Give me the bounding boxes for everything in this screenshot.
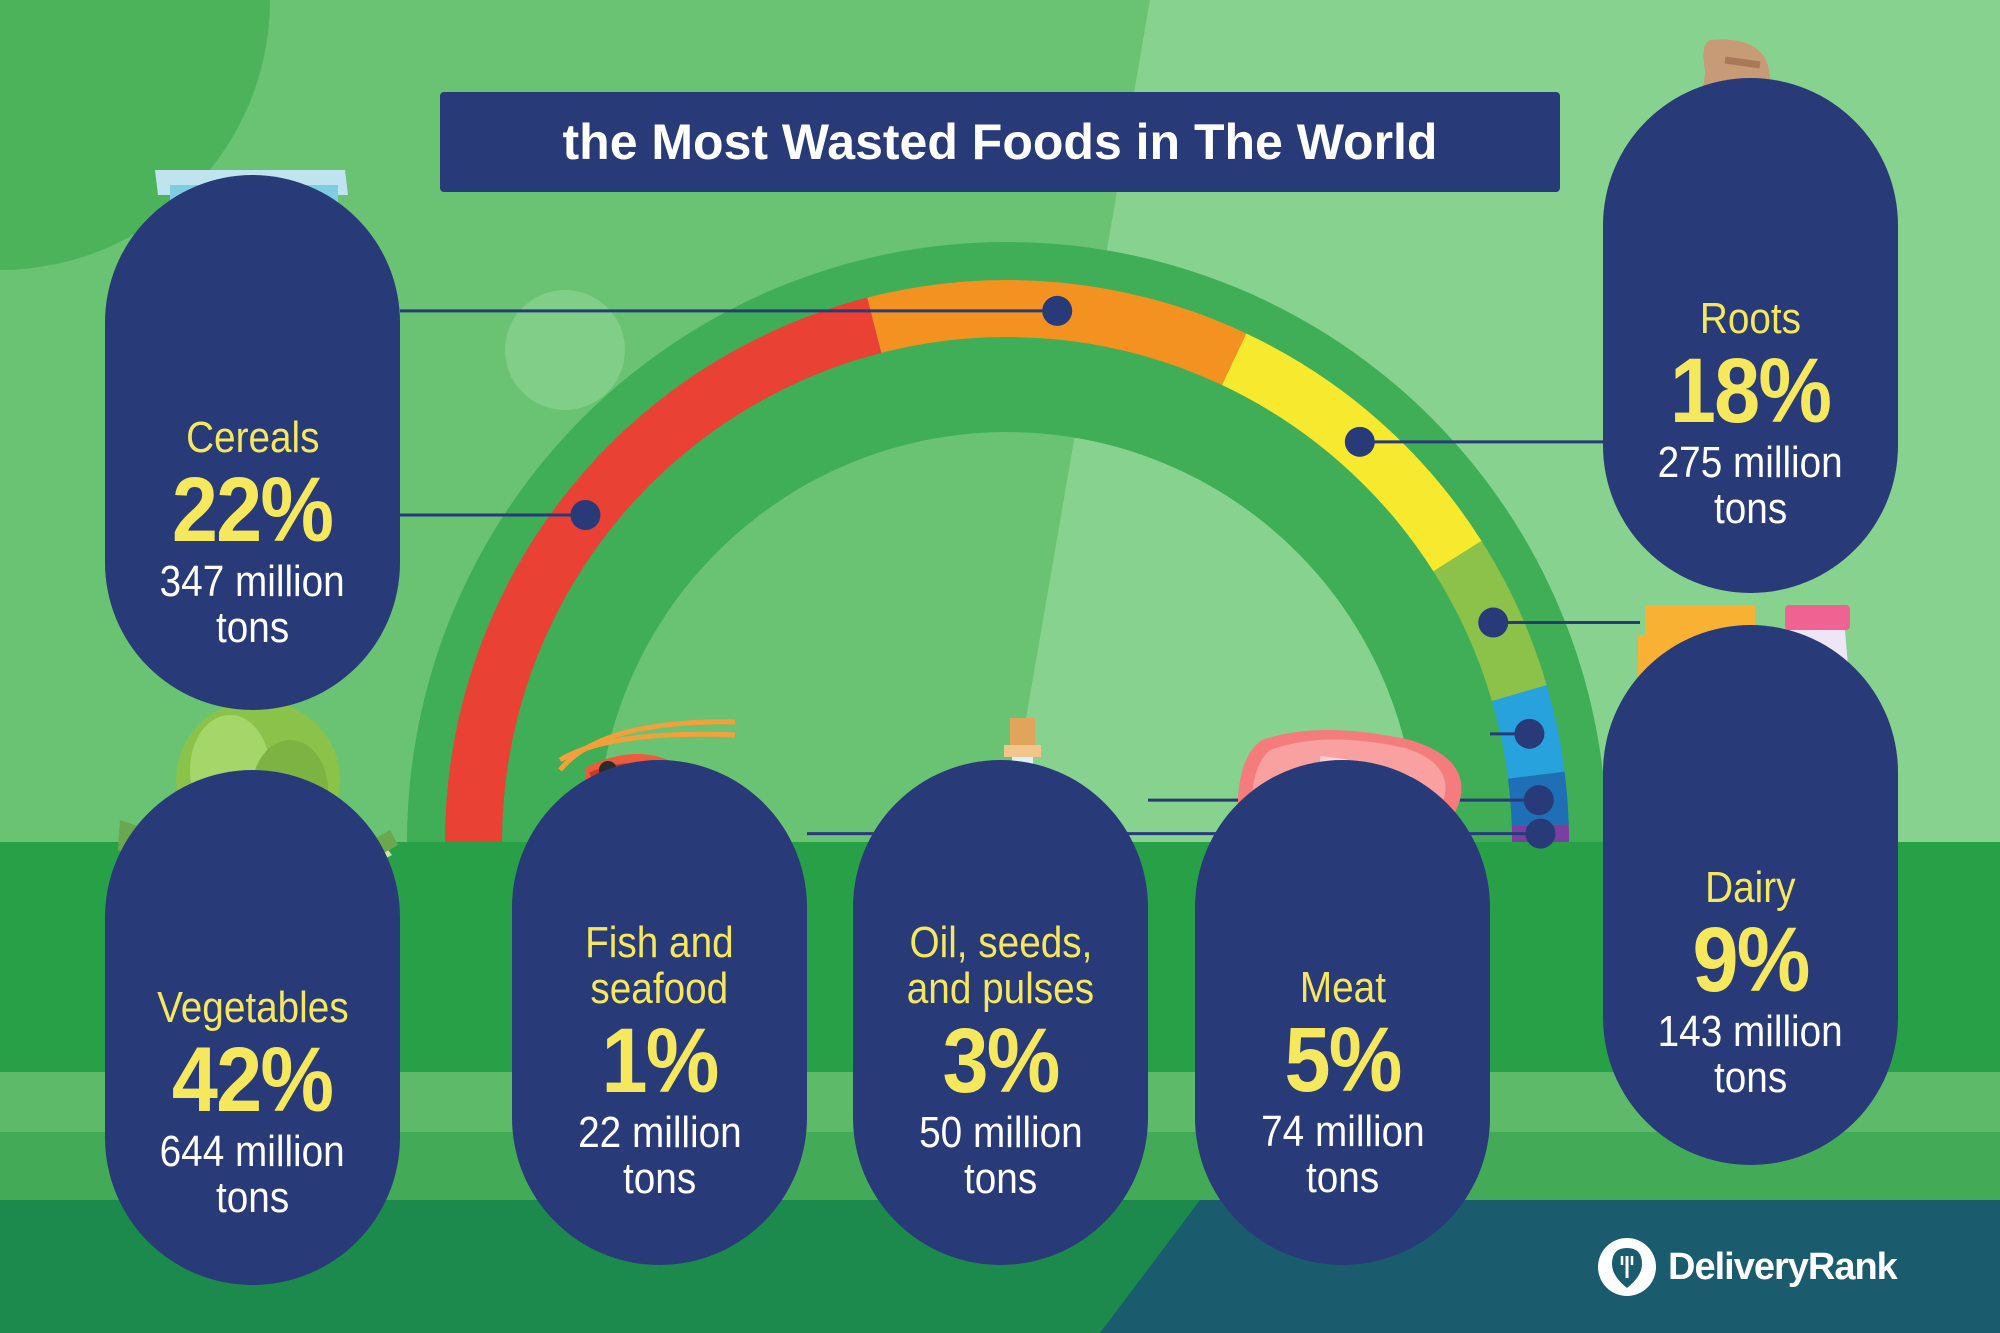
card-dairy: Dairy 9% 143 million tons	[1603, 625, 1898, 1165]
card-name: Meat	[1299, 963, 1386, 1012]
card-name: Vegetables	[156, 983, 349, 1032]
page-title: the Most Wasted Foods in The World	[562, 114, 1438, 170]
card-name: Cereals	[185, 413, 320, 462]
card-name-2: and pulses	[906, 964, 1095, 1013]
card-percent: 1%	[601, 1010, 719, 1112]
card-amount-unit: tons	[215, 603, 290, 652]
leader-dot	[570, 500, 601, 531]
card-vegetables: Vegetables 42% 644 million tons	[105, 770, 400, 1285]
card-percent: 9%	[1692, 909, 1810, 1011]
leader-dot	[1514, 718, 1545, 749]
card-percent: 22%	[172, 459, 334, 561]
title-bar: the Most Wasted Foods in The World	[440, 92, 1560, 192]
card-percent: 18%	[1670, 340, 1832, 442]
gauge-segment-vegetables	[445, 297, 882, 842]
card-percent: 42%	[172, 1029, 334, 1131]
card-percent: 5%	[1284, 1009, 1402, 1111]
leader-dot	[1525, 818, 1556, 849]
card-name-2: seafood	[590, 964, 729, 1013]
card-fish-and-seafood: Fish and seafood 1% 22 million tons	[512, 760, 807, 1265]
card-amount-unit: tons	[1305, 1153, 1380, 1202]
card-percent: 3%	[942, 1010, 1060, 1112]
card-name: Dairy	[1705, 863, 1796, 912]
brand-name: DeliveryRank	[1668, 1245, 1898, 1288]
card-name: Fish and	[585, 918, 734, 967]
card-amount-unit: tons	[622, 1154, 697, 1203]
fork-pin-icon	[1598, 1238, 1656, 1296]
card-amount: 50 million	[918, 1108, 1083, 1157]
card-amount: 275 million	[1657, 438, 1844, 487]
brand-logo: DeliveryRank	[1598, 1238, 1898, 1296]
card-amount: 347 million	[159, 557, 346, 606]
card-amount: 644 million	[159, 1127, 346, 1176]
corner-circle	[0, 0, 270, 270]
card-amount-unit: tons	[215, 1173, 290, 1222]
card-name: Roots	[1699, 294, 1802, 343]
card-oil-seeds-pulses: Oil, seeds, and pulses 3% 50 million ton…	[853, 760, 1148, 1265]
leader-dot	[1478, 607, 1509, 638]
card-amount-unit: tons	[1713, 484, 1788, 533]
card-amount-unit: tons	[963, 1154, 1038, 1203]
card-cereals: Cereals 22% 347 million tons	[105, 175, 400, 710]
leader-dot	[1523, 785, 1554, 816]
card-amount-unit: tons	[1713, 1053, 1788, 1102]
card-amount: 143 million	[1657, 1007, 1844, 1056]
card-meat: Meat 5% 74 million tons	[1195, 760, 1490, 1265]
card-name: Oil, seeds,	[909, 918, 1092, 967]
gauge-segment-cereals	[867, 280, 1247, 386]
leader-dot	[1042, 295, 1073, 326]
card-roots: Roots 18% 275 million tons	[1603, 78, 1898, 593]
card-amount: 74 million	[1260, 1107, 1425, 1156]
card-amount: 22 million	[577, 1108, 742, 1157]
decor-bubble	[505, 290, 625, 410]
leader-dot	[1344, 426, 1375, 457]
